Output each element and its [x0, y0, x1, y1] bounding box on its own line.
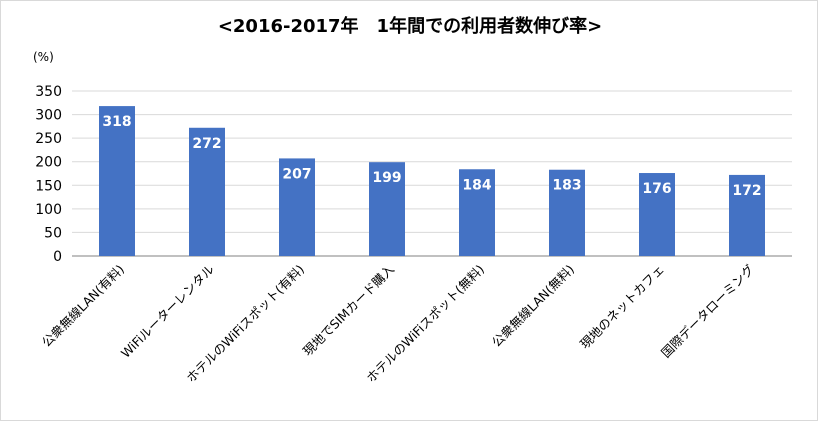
y-tick-label: 50 [44, 225, 62, 241]
y-tick-label: 200 [35, 155, 62, 171]
bar [279, 158, 315, 256]
y-tick-label: 350 [35, 84, 62, 100]
bar [99, 106, 135, 256]
y-tick-label: 250 [35, 131, 62, 147]
x-tick-label: 公衆無線LAN(有料) [39, 262, 127, 350]
data-label: 176 [642, 181, 671, 197]
y-unit-label: (%) [33, 50, 54, 64]
chart-title: <2016-2017年 1年間での利用者数伸び率> [217, 16, 603, 37]
bar [549, 169, 585, 256]
data-label: 318 [102, 114, 131, 130]
bar [189, 127, 225, 257]
data-label: 184 [462, 177, 491, 193]
bar [729, 174, 765, 256]
y-tick-label: 150 [35, 178, 62, 194]
bar [459, 169, 495, 256]
y-tick-label: 100 [35, 202, 62, 218]
data-label: 183 [552, 178, 581, 194]
x-tick-label: 公衆無線LAN(無料) [489, 262, 577, 350]
x-tick-label: 現地でSIMカード購入 [300, 261, 398, 359]
bar [639, 173, 675, 256]
bar [369, 162, 405, 256]
data-label: 172 [732, 183, 761, 199]
x-tick-label: 国際データローミング [658, 262, 757, 361]
data-label: 207 [282, 166, 311, 182]
data-label: 199 [372, 170, 401, 186]
data-label: 272 [192, 136, 221, 152]
y-tick-label: 0 [53, 249, 62, 265]
x-tick-label: WiFiルーターレンタル [118, 262, 217, 361]
x-tick-label: 現地のネットカフェ [577, 262, 667, 352]
y-tick-label: 300 [35, 108, 62, 124]
